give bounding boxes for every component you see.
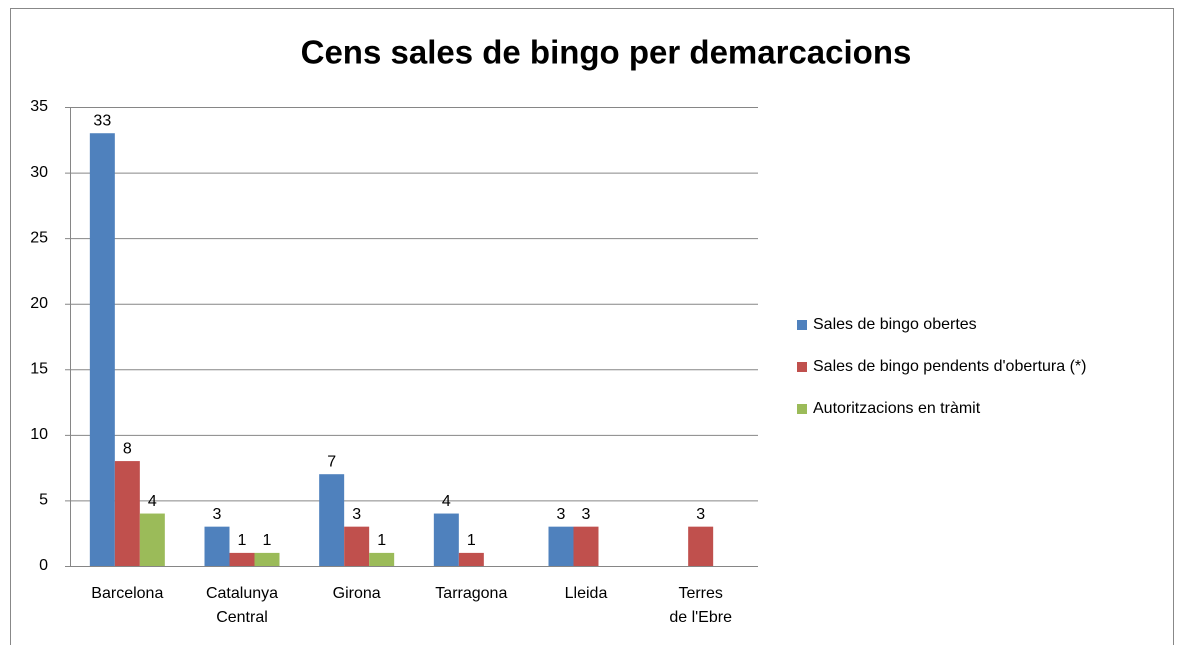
data-label: 3 <box>582 506 591 523</box>
bar <box>114 461 140 566</box>
data-label: 4 <box>442 493 451 510</box>
y-tick-label: 15 <box>30 361 48 378</box>
data-label: 3 <box>696 506 705 523</box>
data-label: 3 <box>352 506 361 523</box>
bar <box>319 474 345 566</box>
legend-label: Sales de bingo obertes <box>813 316 977 333</box>
bar <box>89 133 115 566</box>
legend-label: Sales de bingo pendents d'obertura (*) <box>813 358 1086 375</box>
y-tick-label: 0 <box>39 557 48 574</box>
x-tick-label: Terres de l'Ebre <box>669 585 732 626</box>
bar <box>139 513 165 566</box>
data-label: 8 <box>123 440 132 457</box>
bar <box>688 526 714 566</box>
y-tick-label: 10 <box>30 426 48 443</box>
bar <box>433 513 459 566</box>
data-label: 33 <box>93 112 111 129</box>
x-tick-label: Barcelona <box>91 585 163 602</box>
data-label: 3 <box>213 506 222 523</box>
y-tick-label: 35 <box>30 98 48 115</box>
chart-title: Cens sales de bingo per demarcacions <box>301 34 912 71</box>
data-label: 3 <box>557 506 566 523</box>
legend-swatch <box>797 320 807 330</box>
bar <box>254 552 280 566</box>
bar <box>458 552 484 566</box>
legend-swatch <box>797 362 807 372</box>
x-tick-label: Tarragona <box>435 585 507 602</box>
legend-label: Autoritzacions en tràmit <box>813 400 981 417</box>
bar <box>548 526 574 566</box>
bar <box>369 552 395 566</box>
data-label: 1 <box>263 532 272 549</box>
y-tick-label: 5 <box>39 492 48 509</box>
bar <box>573 526 599 566</box>
data-label: 7 <box>327 453 336 470</box>
y-tick-label: 25 <box>30 229 48 246</box>
bar <box>204 526 230 566</box>
data-label: 1 <box>467 532 476 549</box>
y-tick-label: 20 <box>30 295 48 312</box>
data-label: 4 <box>148 493 157 510</box>
x-tick-label: Catalunya Central <box>206 585 278 626</box>
bar <box>229 552 255 566</box>
bar <box>344 526 370 566</box>
legend-swatch <box>797 404 807 414</box>
data-label: 1 <box>238 532 247 549</box>
y-tick-label: 30 <box>30 164 48 181</box>
x-tick-label: Girona <box>333 585 381 602</box>
data-label: 1 <box>377 532 386 549</box>
x-tick-label: Lleida <box>565 585 608 602</box>
